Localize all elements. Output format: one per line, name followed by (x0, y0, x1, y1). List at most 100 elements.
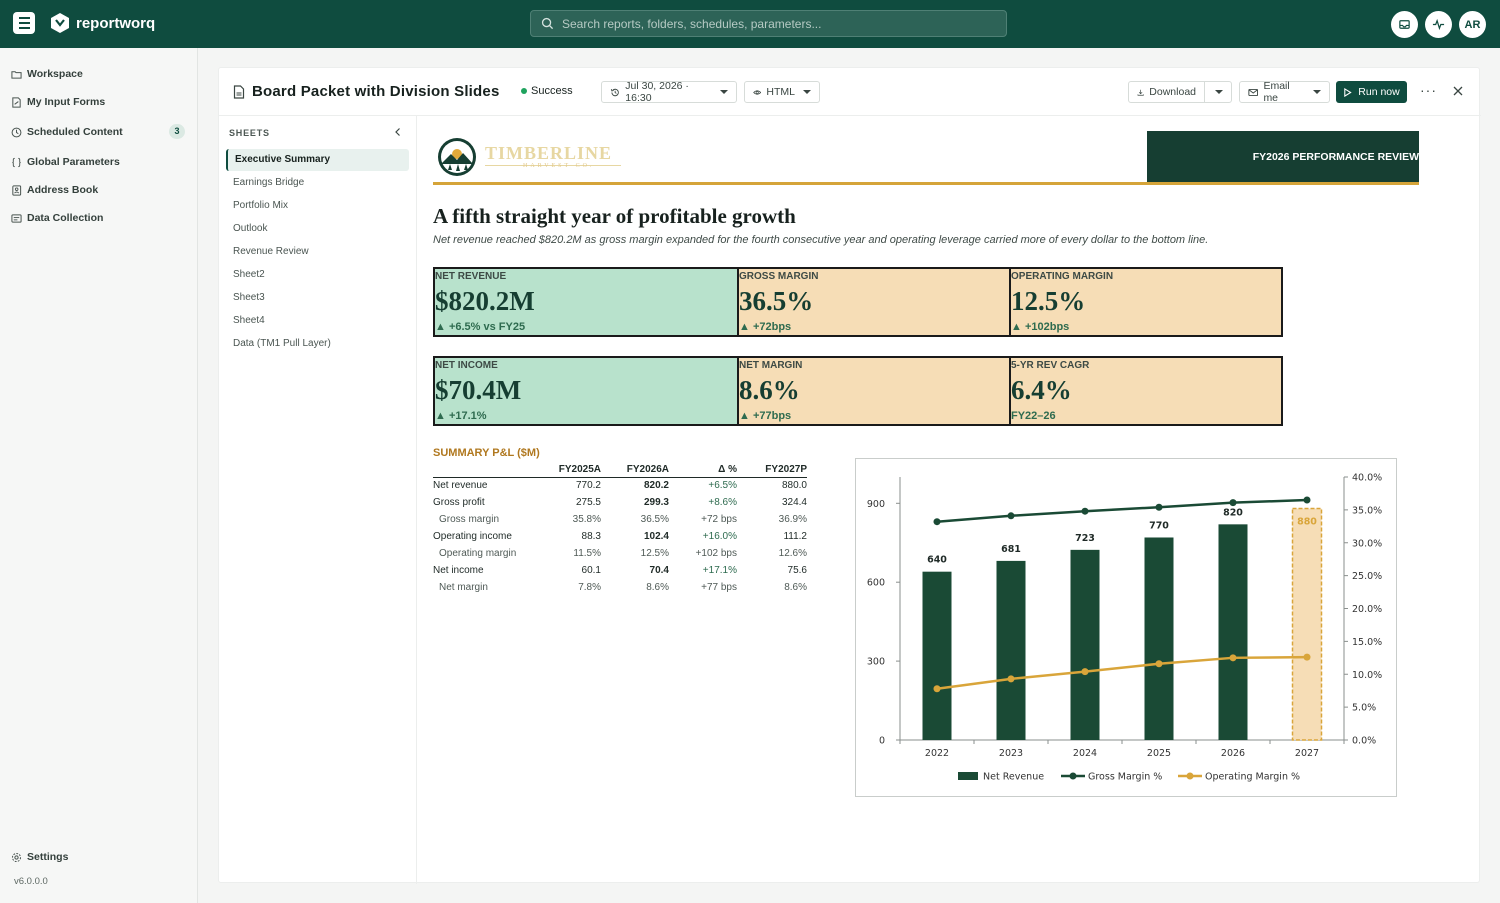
kpi-delta: ▲ +77bps (739, 410, 792, 422)
legend-label: Net Revenue (983, 772, 1044, 783)
gross-margin-point (933, 518, 941, 526)
search-icon (541, 17, 554, 30)
line-gross-margin (936, 498, 1308, 523)
sheet-data-tm1-pull-layer[interactable]: Data (TM1 Pull Layer) (233, 338, 331, 349)
user-avatar[interactable]: AR (1459, 11, 1486, 38)
kpi-label: NET INCOME (435, 360, 498, 371)
kpi-net-margin: NET MARGIN 8.6% ▲ +77bps (737, 356, 1011, 426)
column-header (433, 462, 543, 478)
chevron-left-icon[interactable] (393, 127, 403, 137)
sheet-executive-summary[interactable]: Executive Summary (226, 149, 409, 171)
bar-data-label: 820 (1223, 507, 1243, 518)
clock-icon (11, 127, 22, 137)
x-tick-label: 2025 (1147, 748, 1171, 759)
nav-my-input-forms[interactable]: My Input Forms (11, 92, 187, 112)
legend-label: Operating Margin % (1205, 772, 1300, 783)
sheet-sheet2[interactable]: Sheet2 (233, 269, 265, 280)
nav-label: Workspace (27, 68, 83, 80)
address-book-icon (12, 184, 22, 196)
run-now-button[interactable]: Run now (1336, 81, 1407, 103)
sheet-sheet3[interactable]: Sheet3 (233, 292, 265, 303)
gross-margin-point (1081, 507, 1089, 515)
run-time-label: Jul 30, 2026 · 16:30 (625, 80, 689, 104)
bar-net-revenue-2025 (1144, 537, 1174, 740)
y-right-tick-label: 25.0% (1352, 571, 1382, 582)
y-right-tick-label: 10.0% (1352, 670, 1382, 681)
sheet-revenue-review[interactable]: Revenue Review (233, 246, 309, 257)
format-dropdown[interactable]: HTML (744, 81, 820, 103)
nav-data-collection[interactable]: Data Collection (11, 208, 187, 228)
close-icon[interactable] (1451, 84, 1465, 98)
sheet-earnings-bridge[interactable]: Earnings Bridge (233, 177, 305, 188)
operating-margin-point (1081, 668, 1089, 676)
bar-net-revenue-2022 (922, 571, 952, 740)
braces-icon (12, 157, 21, 167)
nav-settings[interactable]: Settings (11, 847, 187, 867)
y-right-tick-label: 0.0% (1352, 736, 1376, 747)
revenue-margin-chart: 0 300 600 900 0.0% 5.0% 10.0% 15.0% 20.0% 25.0% 30… (855, 458, 1397, 797)
app-logo[interactable]: reportworq (48, 11, 155, 35)
nav-global-parameters[interactable]: Global Parameters (11, 152, 187, 172)
history-icon (610, 88, 619, 96)
y-left-tick-label: 600 (867, 578, 885, 589)
play-icon (1344, 87, 1352, 97)
chevron-down-icon (720, 90, 728, 94)
y-right-tick-label: 20.0% (1352, 604, 1382, 615)
brand-header: TIMBERLINE HARVEST CO. FY2026 PERFORMANC… (433, 131, 1419, 185)
row-label: Net margin (439, 582, 488, 593)
menu-icon[interactable] (13, 12, 35, 34)
legend-swatch-net-revenue (958, 772, 978, 780)
gross-margin-point (1155, 503, 1163, 511)
pl-table-title: SUMMARY P&L ($M) (433, 447, 540, 459)
legend-marker-gross-margin (1069, 772, 1077, 780)
bar-data-label: 681 (1001, 544, 1021, 555)
kpi-value: 6.4% (1011, 375, 1072, 405)
nav-scheduled-content[interactable]: Scheduled Content 3 (11, 122, 187, 142)
more-options-icon[interactable]: ··· (1420, 82, 1437, 98)
status-dot-icon (521, 88, 527, 94)
nav-label: Address Book (27, 184, 99, 196)
inbox-button[interactable] (1391, 11, 1418, 38)
row-label: Net revenue (433, 480, 488, 492)
bar-data-label: 770 (1149, 520, 1169, 531)
app-name: reportworq (76, 14, 156, 32)
run-now-label: Run now (1358, 86, 1400, 98)
download-button[interactable]: Download (1128, 81, 1205, 103)
gross-margin-point (1229, 499, 1237, 507)
nav-workspace[interactable]: Workspace (11, 64, 187, 84)
download-options-button[interactable] (1204, 81, 1232, 103)
email-label: Email me (1263, 80, 1290, 104)
run-history-dropdown[interactable]: Jul 30, 2026 · 16:30 (601, 80, 737, 104)
kpi-label: 5-YR REV CAGR (1011, 360, 1090, 371)
nav-label: Global Parameters (27, 156, 120, 168)
kpi-value: 36.5% (739, 286, 814, 316)
y-right-tick-label: 15.0% (1352, 637, 1382, 648)
chevron-down-icon (1313, 90, 1321, 94)
table-row: Net income 60.1 70.4 +17.1% 75.6 (433, 562, 807, 579)
operating-margin-point (1229, 654, 1237, 662)
kpi-label: NET REVENUE (435, 271, 507, 282)
table-cell: 299.3 (643, 497, 669, 508)
search-input[interactable] (562, 16, 1006, 31)
search-box[interactable] (530, 10, 1007, 37)
gross-margin-point (1007, 512, 1015, 520)
row-label: Operating income (433, 531, 512, 542)
bar-data-label: 880 (1297, 517, 1317, 528)
table-header-row: FY2025A FY2026A Δ % FY2027P (433, 462, 807, 478)
chart-canvas: 0 300 600 900 0.0% 5.0% 10.0% 15.0% 20.0% 25.0% 30… (867, 473, 1382, 783)
brand-divider (485, 165, 621, 166)
report-title: Board Packet with Division Slides (252, 83, 500, 100)
x-tick-label: 2024 (1073, 748, 1097, 759)
brand-subtitle: HARVEST CO. (523, 163, 595, 169)
table-cell: 36.9% (778, 514, 807, 525)
nav-address-book[interactable]: Address Book (11, 180, 187, 200)
bar-net-revenue-2027 (1291, 507, 1323, 741)
activity-button[interactable] (1425, 11, 1452, 38)
sheet-sheet4[interactable]: Sheet4 (233, 315, 265, 326)
sheet-outlook[interactable]: Outlook (233, 223, 268, 234)
kpi-value: 8.6% (739, 375, 800, 405)
email-me-button[interactable]: Email me (1239, 80, 1330, 104)
bar-data-label: 723 (1075, 533, 1095, 544)
sheet-portfolio-mix[interactable]: Portfolio Mix (233, 200, 289, 211)
kpi-revenue-cagr: 5-YR REV CAGR 6.4% FY22–26 (1009, 356, 1283, 426)
